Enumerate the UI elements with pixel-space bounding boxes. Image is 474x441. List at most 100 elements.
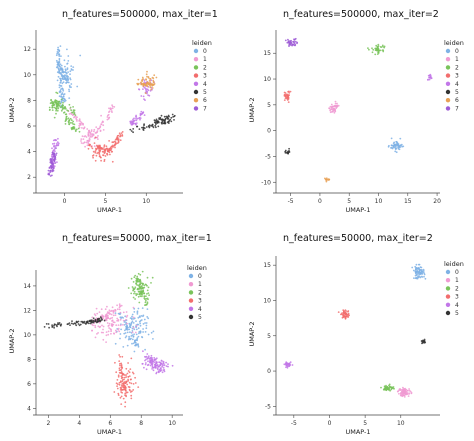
- cluster-3-point: [111, 160, 114, 163]
- cluster-1-point: [78, 118, 81, 120]
- cluster-1-point: [125, 316, 128, 318]
- cluster-4-point: [155, 361, 157, 363]
- cluster-4-point: [145, 362, 147, 364]
- cluster-1-point: [112, 314, 115, 317]
- cluster-1-point: [76, 116, 78, 119]
- cluster-3-point: [289, 90, 292, 93]
- cluster-3-point: [344, 316, 346, 318]
- cluster-2-point: [69, 122, 72, 124]
- cluster-3-point: [116, 387, 119, 390]
- cluster-4-point: [285, 364, 288, 366]
- cluster-0-point: [399, 144, 402, 147]
- cluster-3-point: [117, 375, 120, 378]
- cluster-1-point: [111, 316, 114, 319]
- cluster-3-point: [115, 371, 118, 374]
- legend-label-7: 7: [203, 105, 207, 112]
- cluster-1-point: [94, 324, 96, 327]
- cluster-5-point: [56, 325, 58, 328]
- cluster-5-point: [420, 340, 423, 342]
- cluster-3-point: [91, 155, 94, 157]
- cluster-2-point: [381, 49, 384, 51]
- cluster-3-point: [98, 155, 101, 157]
- cluster-1-point: [81, 127, 83, 129]
- cluster-0-point: [67, 60, 70, 62]
- cluster-0-point: [126, 328, 129, 331]
- cluster-3-point: [117, 140, 120, 143]
- cluster-2-point: [138, 301, 141, 304]
- cluster-3-point: [108, 140, 110, 142]
- cluster-5-point: [100, 319, 102, 322]
- cluster-1-point: [132, 316, 135, 319]
- cluster-7-point: [287, 41, 290, 43]
- cluster-3-point: [341, 312, 343, 315]
- cluster-2-point: [49, 102, 52, 105]
- cluster-1-point: [70, 113, 73, 115]
- cluster-3-point: [287, 90, 289, 93]
- cluster-0-point: [423, 273, 426, 276]
- cluster-3-point: [122, 373, 125, 376]
- cluster-1-point: [335, 105, 337, 108]
- cluster-2-point: [138, 292, 141, 295]
- cluster-3-point: [283, 99, 286, 101]
- cluster-2-point: [142, 289, 145, 292]
- cluster-5-point: [71, 320, 73, 322]
- cluster-3-point: [125, 374, 128, 376]
- cluster-3-point: [128, 375, 131, 377]
- cluster-0-point: [66, 62, 69, 65]
- cluster-2-point: [58, 100, 61, 103]
- cluster-5-point: [75, 324, 78, 327]
- cluster-1-point: [410, 392, 413, 394]
- cluster-2-point: [144, 283, 147, 286]
- cluster-3-point: [92, 156, 94, 159]
- cluster-1-point: [110, 332, 112, 335]
- cluster-0-point: [136, 339, 139, 342]
- cluster-5-point: [75, 321, 78, 324]
- cluster-5-point: [155, 120, 158, 122]
- cluster-2-point: [377, 51, 379, 54]
- cluster-5-point: [83, 320, 86, 323]
- cluster-7-point: [284, 39, 287, 42]
- cluster-5-point: [74, 322, 77, 325]
- cluster-1-point: [97, 325, 100, 328]
- cluster-3-point: [345, 315, 348, 318]
- cluster-0-point: [152, 330, 155, 333]
- cluster-1-point: [106, 322, 109, 324]
- cluster-1-point: [101, 121, 104, 124]
- cluster-3-point: [130, 397, 133, 400]
- y-tick-label: -10: [261, 179, 271, 186]
- cluster-2-point: [388, 383, 391, 386]
- cluster-3-point: [98, 146, 101, 149]
- cluster-3-point: [119, 380, 122, 383]
- cluster-3-point: [121, 380, 124, 383]
- cluster-3-point: [100, 159, 102, 162]
- cluster-0-point: [120, 328, 122, 331]
- cluster-4-point: [143, 79, 146, 82]
- legend-title: leiden: [444, 39, 464, 47]
- cluster-1-point: [106, 116, 109, 118]
- cluster-3-point: [94, 151, 97, 154]
- cluster-2-point: [72, 106, 74, 108]
- cluster-1-point: [100, 331, 103, 334]
- cluster-0-point: [136, 311, 139, 314]
- cluster-0-point: [140, 319, 143, 321]
- cluster-5-point: [80, 320, 83, 323]
- cluster-0-point: [125, 335, 128, 337]
- cluster-3-point: [118, 367, 121, 370]
- cluster-6-point: [153, 74, 156, 77]
- cluster-0-point: [415, 271, 418, 273]
- cluster-1-point: [99, 125, 102, 128]
- cluster-4-point: [157, 371, 160, 373]
- cluster-4-point: [156, 364, 159, 366]
- cluster-2-point: [143, 295, 146, 297]
- cluster-3-point: [130, 382, 133, 385]
- cluster-1-point: [113, 332, 115, 335]
- legend-swatch-0: [445, 48, 451, 54]
- legend-swatch-0: [445, 269, 451, 275]
- cluster-0-point: [131, 315, 133, 318]
- cluster-3-point: [130, 357, 133, 360]
- cluster-4-point: [158, 368, 161, 371]
- cluster-2-point: [146, 284, 148, 287]
- cluster-6-point: [145, 78, 147, 80]
- cluster-7-point: [293, 40, 295, 43]
- cluster-0-point: [119, 333, 122, 335]
